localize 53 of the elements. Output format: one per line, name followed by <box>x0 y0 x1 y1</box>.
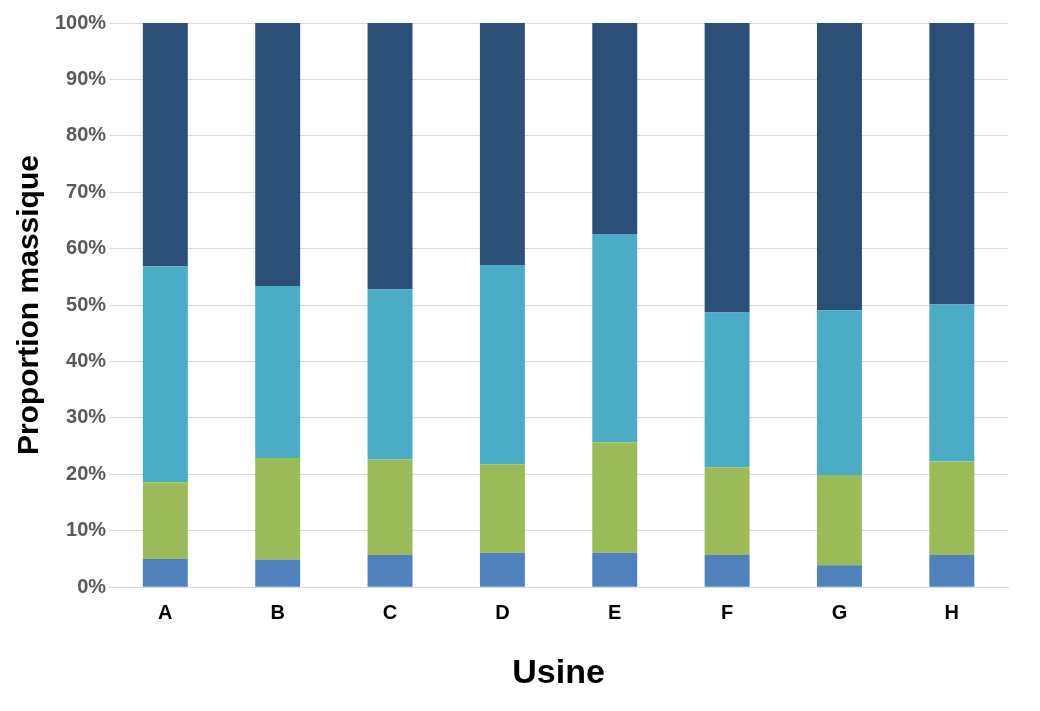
bar <box>817 310 862 475</box>
bar <box>704 312 750 468</box>
bar <box>704 23 750 313</box>
bar <box>367 23 413 290</box>
y-axis-title: Proportion massique <box>11 155 45 456</box>
bar <box>592 552 638 587</box>
y-tick-label: 50% <box>66 292 107 315</box>
bar <box>479 464 525 553</box>
bar <box>255 559 301 587</box>
y-tick-label: 100% <box>55 10 107 33</box>
bar <box>817 23 862 311</box>
x-tick-label: B <box>270 600 285 623</box>
bar <box>704 555 750 587</box>
bar <box>367 289 413 460</box>
x-tick-label: H <box>944 600 960 623</box>
bar <box>929 461 975 556</box>
x-tick-label: A <box>158 600 173 623</box>
bar <box>367 555 413 587</box>
bar <box>479 23 525 266</box>
y-tick-label: 60% <box>66 236 107 259</box>
y-tick-label: 0% <box>77 574 107 597</box>
y-tick-label: 80% <box>66 123 107 146</box>
y-tick-label: 30% <box>66 405 107 428</box>
bar <box>142 482 188 559</box>
bar <box>929 23 975 305</box>
bar <box>929 555 975 587</box>
bar <box>817 565 862 587</box>
y-tick-label: 90% <box>66 66 107 89</box>
x-axis-title: Usine <box>512 651 605 690</box>
bar <box>255 285 301 458</box>
bar <box>592 442 638 553</box>
x-tick-label: G <box>831 600 848 623</box>
bar <box>592 23 638 235</box>
bar <box>479 552 525 587</box>
x-tick-label: F <box>721 600 734 623</box>
bar <box>142 266 188 483</box>
bar <box>592 234 638 443</box>
bar <box>704 467 750 556</box>
bar <box>255 23 301 286</box>
bar <box>817 474 862 566</box>
y-tick-label: 70% <box>66 179 107 202</box>
bar <box>142 23 188 267</box>
bar <box>367 459 413 556</box>
x-tick-label: C <box>382 600 398 623</box>
x-tick-label: D <box>495 600 510 623</box>
bar <box>255 458 301 560</box>
bar <box>479 265 525 465</box>
y-tick-label: 40% <box>66 349 107 372</box>
bar <box>929 304 975 462</box>
y-tick-label: 10% <box>66 518 107 541</box>
bar <box>142 558 188 587</box>
x-tick-label: E <box>608 600 622 623</box>
y-tick-label: 20% <box>66 461 107 484</box>
